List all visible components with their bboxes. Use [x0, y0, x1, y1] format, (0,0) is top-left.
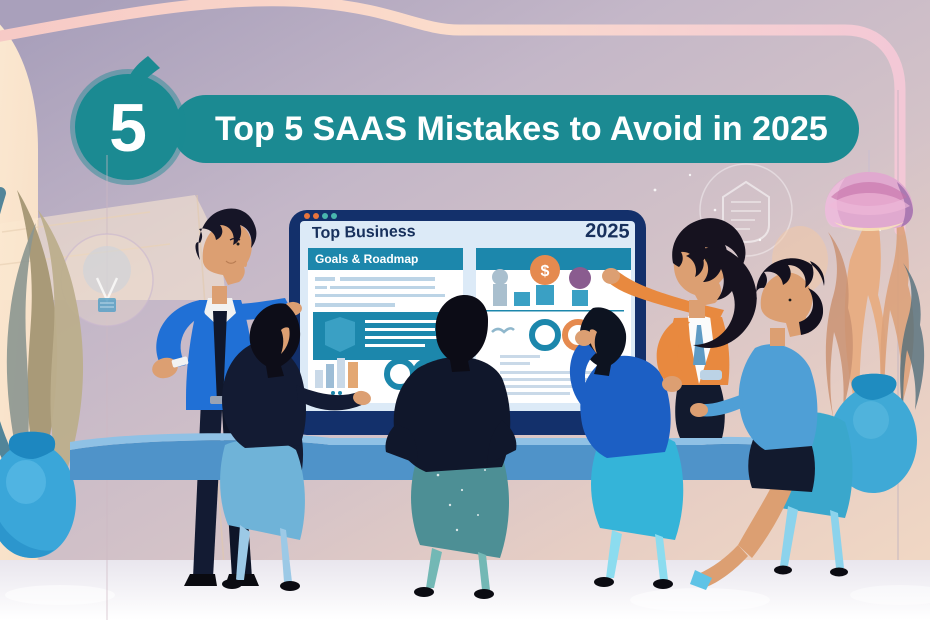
svg-text:2025: 2025: [585, 220, 630, 243]
svg-text:$: $: [541, 263, 550, 280]
svg-text:5: 5: [109, 90, 147, 166]
svg-text:Goals & Roadmap: Goals & Roadmap: [315, 252, 418, 266]
svg-text:Top Business: Top Business: [312, 223, 416, 242]
svg-text:Top 5 SAAS Mistakes to Avoid i: Top 5 SAAS Mistakes to Avoid in 2025: [215, 110, 828, 148]
